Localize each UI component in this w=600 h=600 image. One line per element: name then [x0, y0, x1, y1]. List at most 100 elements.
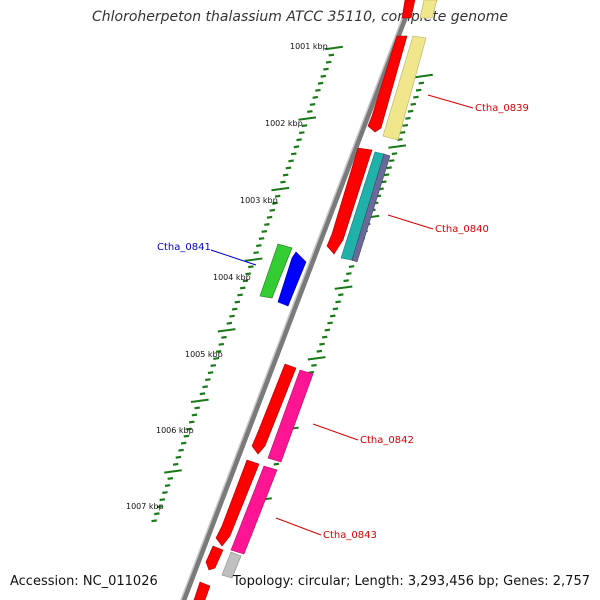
kbp-tick	[301, 124, 308, 128]
kbp-tick	[258, 237, 265, 240]
kbp-tick	[320, 74, 327, 78]
kbp-tick	[221, 335, 227, 339]
kbp-tick	[207, 371, 214, 375]
gene-ctha-0841[interactable]	[277, 251, 307, 307]
outer-tick	[415, 73, 433, 79]
outer-tick	[332, 307, 339, 311]
outer-tick	[308, 370, 315, 374]
kbp-tick	[315, 88, 321, 92]
kbp-tick	[296, 138, 302, 142]
kbp-tick	[159, 498, 166, 502]
cds-ctha-0842-product[interactable]	[267, 369, 314, 463]
cds-small-red[interactable]	[205, 545, 224, 571]
outer-tick	[319, 342, 325, 346]
kbp-tick	[175, 455, 182, 459]
cds-ctha-0839-product[interactable]	[382, 35, 427, 141]
gene-label-ctha-0839: Ctha_0839	[475, 103, 529, 114]
kbp-tick	[194, 406, 200, 410]
outer-tick	[405, 116, 411, 120]
kbp-tick	[325, 45, 343, 51]
gene-label-ctha-0840: Ctha_0840	[435, 224, 489, 235]
cds-ctha-0839-partial[interactable]	[401, 0, 416, 19]
kbp-label-1003: 1003 kbp	[240, 196, 278, 205]
gene-ctha-0841-green[interactable]	[259, 243, 293, 299]
outer-tick	[307, 356, 326, 361]
kbp-tick	[154, 512, 160, 516]
kbp-tick	[183, 434, 190, 438]
kbp-tick	[178, 448, 184, 452]
outer-tick	[324, 328, 331, 332]
outer-tick	[388, 144, 407, 149]
outer-tick	[383, 173, 390, 177]
cds-yellow-top[interactable]	[419, 0, 438, 19]
cds-small-grey[interactable]	[221, 551, 242, 579]
kbp-labels: 1001 kbp 1002 kbp 1003 kbp 1004 kbp 1005…	[126, 42, 328, 511]
kbp-tick	[162, 491, 168, 494]
outer-tick	[402, 123, 409, 127]
kbp-tick	[285, 166, 292, 170]
kbp-label-1007: 1007 kbp	[126, 502, 164, 511]
kbp-tick	[239, 286, 246, 290]
kbp-tick	[299, 131, 305, 135]
gene-ctha-0840[interactable]	[326, 147, 373, 255]
kbp-label-1004: 1004 kbp	[213, 273, 251, 282]
kbp-tick	[210, 364, 217, 367]
accession-text: Accession: NC_011026	[10, 574, 158, 589]
kbp-label-1001: 1001 kbp	[290, 42, 328, 51]
kbp-tick	[164, 469, 182, 474]
kbp-tick	[234, 300, 241, 304]
kbp-tick	[199, 392, 206, 396]
kbp-tick	[266, 215, 273, 219]
kbp-tick	[202, 385, 208, 389]
kbp-tick	[213, 357, 219, 360]
leader-ctha-0841	[210, 249, 257, 266]
gene-features[interactable]	[193, 0, 438, 600]
outer-tick	[338, 293, 344, 297]
leader-ctha-0842	[312, 423, 359, 441]
genome-summary-text: Topology: circular; Length: 3,293,456 bp…	[232, 574, 590, 589]
gene-label-ctha-0842: Ctha_0842	[360, 435, 414, 446]
kbp-tick	[280, 180, 286, 184]
outer-tick	[418, 81, 425, 85]
kbp-tick	[272, 201, 278, 205]
kbp-tick	[309, 103, 316, 106]
genome-backbone	[181, 0, 415, 600]
gene-labels: Ctha_0839 Ctha_0840 Ctha_0841 Ctha_0842 …	[157, 103, 529, 541]
cds-bottom-red[interactable]	[193, 581, 211, 600]
outer-tick	[407, 109, 414, 113]
kbp-tick	[215, 350, 222, 353]
kbp-tick	[151, 519, 157, 523]
cds-ctha-0840-slate[interactable]	[351, 153, 391, 263]
kbp-tick	[261, 230, 268, 233]
label-leaders	[210, 94, 474, 536]
outer-tick	[321, 335, 328, 339]
gene-ctha-0839[interactable]	[367, 35, 408, 133]
kbp-tick	[317, 81, 324, 85]
kbp-tick	[164, 484, 171, 487]
outer-tick	[335, 300, 341, 304]
outer-tick	[311, 363, 317, 367]
outer-tick	[415, 88, 422, 92]
leader-ctha-0839	[427, 94, 474, 109]
kbp-tick	[205, 378, 211, 382]
kbp-tick	[298, 116, 317, 121]
outer-tick	[410, 102, 417, 106]
cds-ctha-0843-product[interactable]	[230, 465, 278, 555]
gene-ctha-0842[interactable]	[251, 363, 297, 455]
gene-label-ctha-0841: Ctha_0841	[157, 242, 211, 253]
kbp-tick	[253, 251, 259, 255]
kbp-tick	[237, 293, 243, 297]
kbp-tick	[226, 321, 233, 325]
kbp-tick	[290, 152, 297, 156]
kbp-tick	[293, 145, 300, 149]
kbp-tick	[307, 110, 313, 113]
outer-tick	[316, 349, 323, 353]
kbp-tick	[167, 477, 174, 480]
outer-tick	[399, 131, 406, 134]
kbp-tick	[217, 328, 236, 333]
kbp-label-1005: 1005 kbp	[185, 350, 223, 359]
kbp-tick	[282, 173, 289, 177]
gene-ctha-0843[interactable]	[215, 459, 260, 547]
kbp-tick	[325, 60, 332, 64]
